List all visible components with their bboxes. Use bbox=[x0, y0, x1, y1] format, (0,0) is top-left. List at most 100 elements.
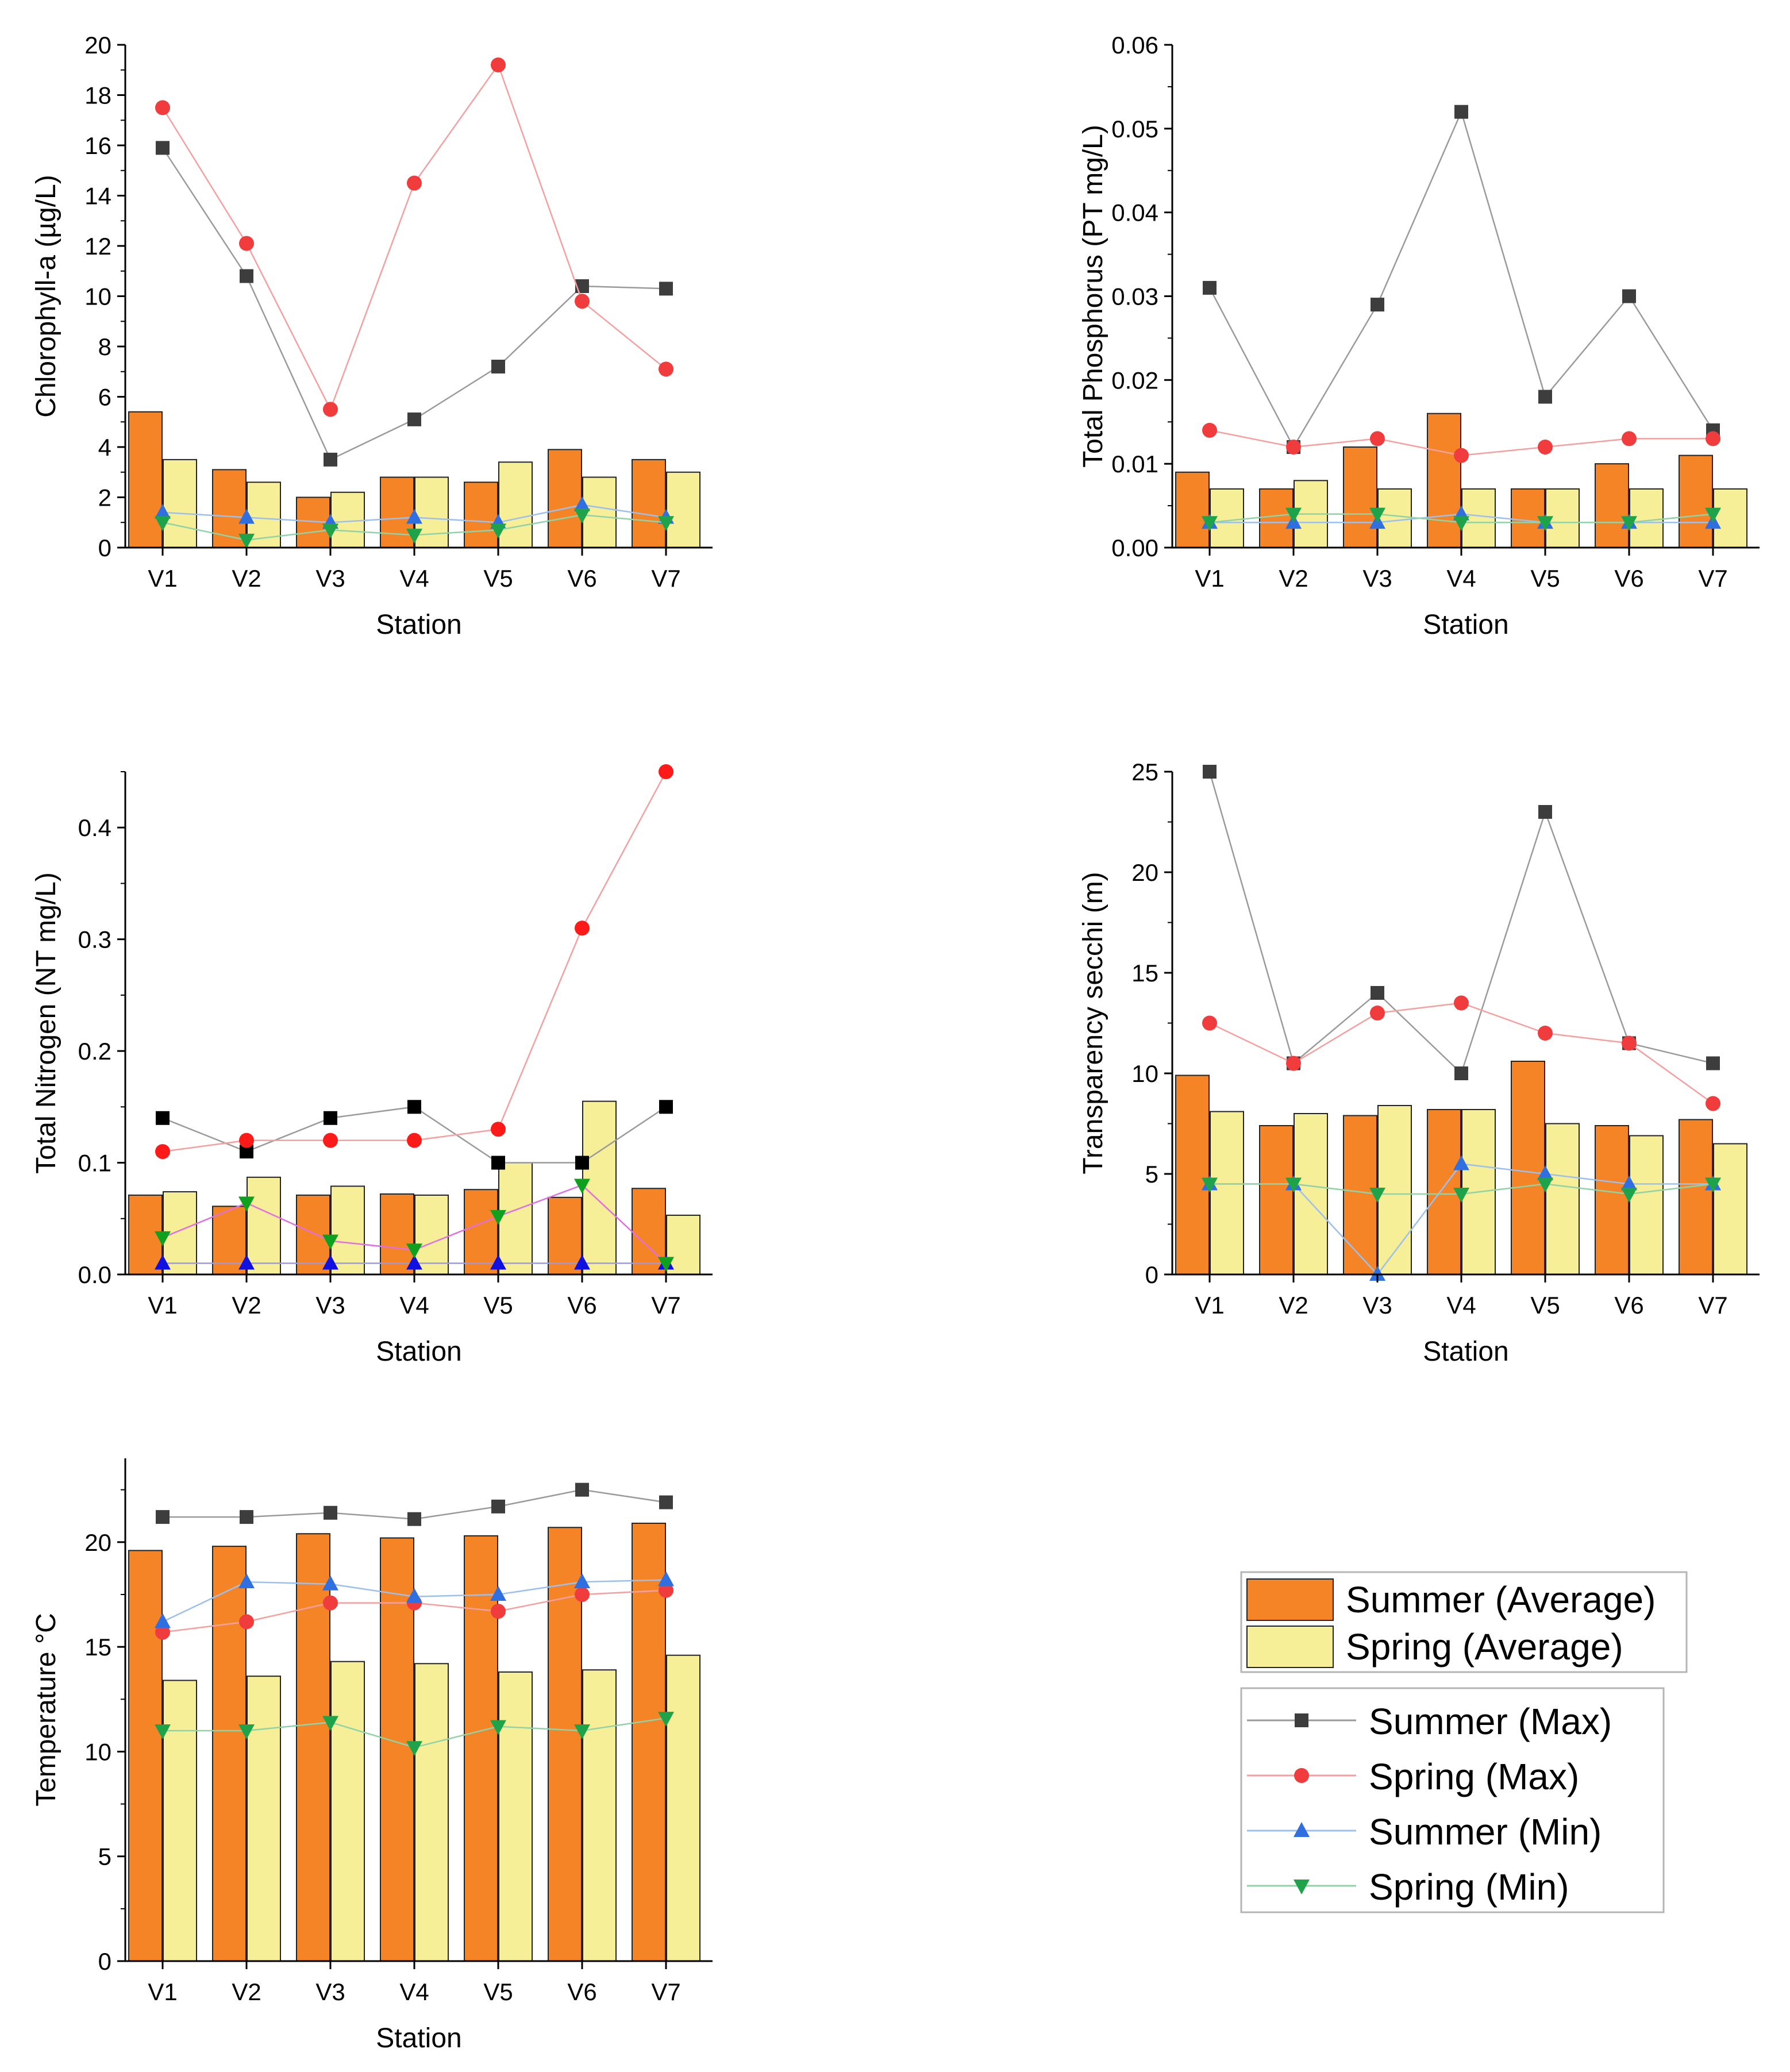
point-v5 bbox=[491, 360, 505, 373]
point-v2 bbox=[239, 236, 254, 251]
legend-label: Summer (Max) bbox=[1369, 1701, 1612, 1742]
point-v7 bbox=[659, 282, 673, 296]
bar-v3 bbox=[1343, 446, 1377, 548]
bar-v5 bbox=[1545, 488, 1580, 549]
bar-v3 bbox=[1343, 1115, 1377, 1275]
point-v1 bbox=[156, 1510, 170, 1524]
point-v6 bbox=[574, 1179, 590, 1194]
bar-v5 bbox=[464, 482, 498, 548]
y-tick-label: 14 bbox=[84, 183, 111, 210]
y-tick-label: 0.05 bbox=[1111, 115, 1158, 143]
legend-label: Spring (Average) bbox=[1346, 1626, 1623, 1667]
line-series-spring-min bbox=[155, 1179, 674, 1272]
y-tick-label: 0.2 bbox=[78, 1038, 111, 1065]
x-tick-label-v2: V2 bbox=[1279, 1292, 1308, 1319]
x-tick-label-v5: V5 bbox=[1530, 565, 1560, 592]
x-tick-label-v4: V4 bbox=[1446, 565, 1476, 592]
point-v5 bbox=[490, 1210, 506, 1225]
point-v4 bbox=[406, 1588, 422, 1603]
point-v5 bbox=[1537, 1165, 1553, 1180]
point-v6 bbox=[575, 1156, 589, 1170]
x-tick-label-v1: V1 bbox=[1195, 565, 1224, 592]
x-tick-label-v6: V6 bbox=[1614, 565, 1643, 592]
point-v6 bbox=[1622, 431, 1637, 446]
point-v3 bbox=[1369, 507, 1385, 523]
point-v2 bbox=[240, 269, 253, 283]
line-series-summer-max bbox=[156, 1482, 673, 1526]
bar-v5 bbox=[498, 461, 533, 548]
bar-v7 bbox=[666, 1654, 700, 1962]
x-tick-label-v6: V6 bbox=[567, 1978, 596, 2005]
legend-lines-box bbox=[1240, 1687, 1665, 1913]
x-tick-label-v1: V1 bbox=[148, 565, 177, 592]
chart-panel-3: 0.0 0.1 0.2 0.3 0.4 V1 V2 V3 V4 V5 V6 V7 Station Tota… bbox=[31, 764, 713, 1367]
y-tick-label: 0 bbox=[98, 1948, 111, 1975]
bar-v5 bbox=[1511, 1061, 1545, 1275]
point-v1 bbox=[1203, 765, 1217, 779]
point-v1 bbox=[155, 1144, 170, 1160]
point-v1 bbox=[155, 1254, 171, 1270]
legend-label: Summer (Min) bbox=[1369, 1811, 1602, 1853]
point-v4 bbox=[1454, 448, 1469, 463]
bar-v2 bbox=[1259, 488, 1294, 549]
y-axis-title: Transparency secchi (m) bbox=[1078, 872, 1108, 1174]
bar-v7 bbox=[666, 1214, 700, 1275]
point-v1 bbox=[156, 1111, 170, 1125]
chart-panel-2: 0.00 0.01 0.02 0.03 0.04 0.05 0.06 V1 V2 V3 V4 V5 V6… bbox=[1078, 32, 1760, 640]
point-v4 bbox=[406, 1243, 422, 1259]
point-v2 bbox=[238, 1573, 255, 1589]
point-v3 bbox=[1371, 986, 1384, 1000]
point-v6 bbox=[574, 509, 590, 524]
point-v4 bbox=[1453, 1188, 1469, 1203]
y-tick-label: 5 bbox=[98, 1843, 111, 1870]
point-v5 bbox=[491, 1156, 505, 1170]
bar-v4 bbox=[1427, 413, 1461, 549]
bar-v3 bbox=[1377, 488, 1412, 549]
y-tick-label: 0 bbox=[1145, 1261, 1158, 1288]
point-v6 bbox=[574, 1254, 590, 1270]
bar-v5 bbox=[464, 1189, 498, 1275]
point-v2 bbox=[1285, 1177, 1302, 1193]
bar-v6 bbox=[1595, 463, 1629, 549]
chart-panel-5: 0 5 10 15 20 V1 V2 V3 V4 V5 V6 V7 Station Temperature… bbox=[31, 1458, 713, 2054]
x-tick-label-v3: V3 bbox=[315, 1292, 345, 1319]
point-v2 bbox=[1286, 1056, 1301, 1071]
point-v4 bbox=[1454, 1066, 1468, 1080]
bar-v7 bbox=[1713, 488, 1747, 549]
point-v4 bbox=[1454, 995, 1469, 1011]
bar-v2 bbox=[212, 1206, 247, 1276]
legend: Summer (Average) Spring (Average) Summer (… bbox=[1240, 1571, 1688, 1913]
point-v6 bbox=[574, 1724, 590, 1739]
point-v5 bbox=[1537, 516, 1553, 532]
line-series-spring-max bbox=[1202, 422, 1720, 463]
legend-marker bbox=[1294, 1822, 1310, 1837]
point-v3 bbox=[324, 1505, 337, 1520]
point-v4 bbox=[407, 1100, 421, 1114]
point-v5 bbox=[1538, 390, 1552, 404]
bar-v1 bbox=[1210, 1111, 1244, 1275]
y-tick-label: 0.4 bbox=[78, 814, 111, 841]
bar-v2 bbox=[1294, 1113, 1328, 1275]
y-tick-label: 8 bbox=[98, 333, 111, 360]
point-v3 bbox=[322, 1234, 338, 1250]
y-tick-label: 25 bbox=[1131, 758, 1158, 785]
y-tick-label: 4 bbox=[98, 434, 111, 461]
x-tick-label-v4: V4 bbox=[399, 1292, 429, 1319]
point-v1 bbox=[155, 1624, 170, 1640]
bar-v7 bbox=[666, 471, 700, 548]
point-v6 bbox=[575, 921, 590, 936]
point-v6 bbox=[574, 1573, 590, 1589]
bar-v1 bbox=[128, 1550, 163, 1962]
series-line bbox=[161, 63, 667, 411]
point-v5 bbox=[491, 1604, 506, 1619]
point-v2 bbox=[239, 1133, 254, 1148]
y-tick-label: 10 bbox=[84, 1738, 111, 1765]
point-v7 bbox=[658, 1257, 674, 1272]
y-tick-label: 0.00 bbox=[1111, 534, 1158, 561]
bar-v7 bbox=[632, 1188, 666, 1276]
bar-series-spring-average bbox=[1210, 480, 1747, 549]
point-v4 bbox=[1454, 105, 1468, 119]
point-v4 bbox=[407, 1512, 421, 1526]
line-series-spring-min bbox=[1202, 507, 1721, 532]
